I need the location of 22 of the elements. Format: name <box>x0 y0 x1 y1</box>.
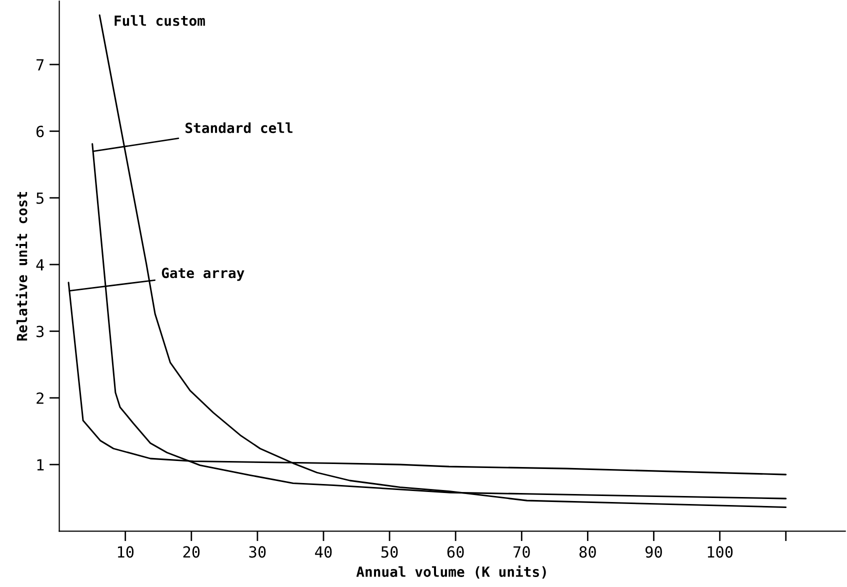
x-tick-label: 100 <box>708 546 733 558</box>
x-axis-title: Annual volume (K units) <box>356 566 546 579</box>
x-tick-label: 60 <box>447 546 464 558</box>
y-axis-title: Relative unit cost <box>16 192 28 341</box>
text: Standard cell <box>186 122 292 134</box>
x-tick-label: 40 <box>315 546 332 558</box>
text: Gate array <box>162 268 244 281</box>
y-tick-label: 4 <box>36 259 44 270</box>
y-tick-label: 6 <box>36 126 44 138</box>
x-tick-label: 70 <box>513 546 530 558</box>
x-tick-label: 10 <box>118 546 134 558</box>
x-tick-label: 30 <box>249 546 266 558</box>
y-tick-label: 2 <box>36 392 44 404</box>
series-label: Full custom <box>114 15 205 26</box>
x-tick-label: 80 <box>579 546 596 558</box>
y-tick-label: 3 <box>36 326 44 338</box>
x-tick-label: 90 <box>646 546 662 558</box>
y-tick-label: 7 <box>36 59 44 70</box>
y-tick-label: 1 <box>37 459 44 470</box>
x-tick-label: 50 <box>381 546 398 558</box>
x-tick-label: 20 <box>183 546 200 558</box>
y-tick-label: 5 <box>36 192 44 204</box>
